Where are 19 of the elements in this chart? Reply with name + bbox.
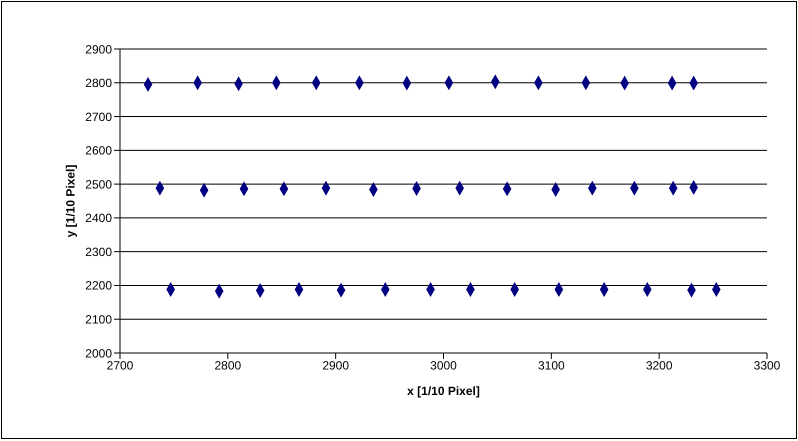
y-tick-label: 2900 (85, 42, 112, 56)
y-tick-label: 2500 (85, 177, 112, 192)
x-tick-label: 3000 (430, 358, 458, 373)
x-axis-title: x [1/10 Pixel] (407, 384, 480, 398)
y-tick-label: 2400 (85, 211, 112, 226)
x-tick-label: 3200 (646, 358, 673, 373)
x-tick-label: 2700 (106, 358, 134, 373)
y-axis-title: y [1/10 Pixel] (63, 164, 78, 238)
y-tick-label: 2700 (85, 110, 112, 124)
x-tick-label: 3100 (538, 358, 566, 373)
x-tick-label: 3300 (754, 358, 781, 373)
y-tick-label: 2300 (85, 244, 112, 259)
y-tick-label: 2800 (85, 76, 112, 90)
y-tick-label: 2000 (85, 346, 112, 360)
y-tick-label: 2600 (85, 144, 112, 158)
x-tick-label: 2900 (322, 358, 350, 373)
x-tick-label: 2800 (214, 358, 242, 373)
y-tick-label: 2200 (85, 278, 112, 293)
y-tick-label: 2100 (85, 312, 112, 326)
